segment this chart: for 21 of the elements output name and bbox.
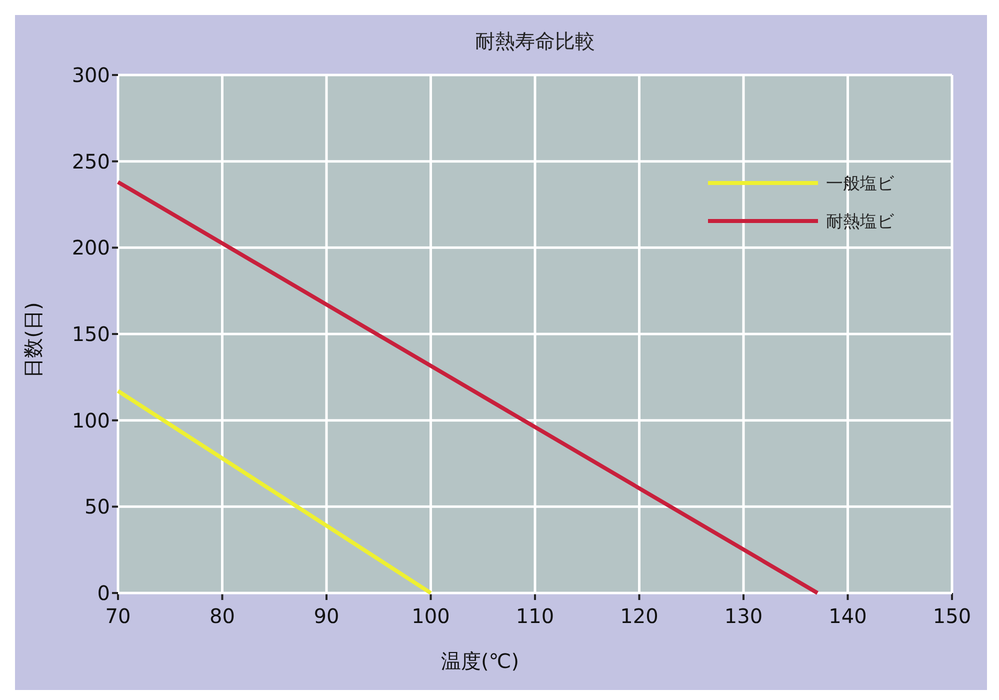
y-tick-label: 100 bbox=[72, 408, 110, 432]
text: 一般塩ビ bbox=[826, 174, 895, 194]
x-tick-label: 140 bbox=[828, 604, 867, 628]
x-tick-label: 150 bbox=[932, 604, 972, 628]
y-axis-title: 日数(日) bbox=[21, 302, 45, 378]
x-tick-label: 80 bbox=[210, 604, 235, 628]
x-tick-label: 130 bbox=[724, 604, 763, 628]
x-tick-label: 70 bbox=[105, 604, 131, 628]
y-tick-label: 50 bbox=[84, 494, 110, 519]
x-axis-title: 温度(℃) bbox=[440, 649, 520, 673]
y-tick-label: 0 bbox=[97, 581, 110, 605]
chart-title: 耐熱寿命比較 bbox=[475, 29, 595, 53]
x-tick-label: 90 bbox=[314, 604, 340, 628]
y-tick-label: 150 bbox=[72, 322, 110, 346]
y-tick-label: 250 bbox=[72, 149, 110, 174]
text: 耐熱塩ビ bbox=[826, 212, 895, 232]
y-tick-label: 200 bbox=[72, 236, 110, 260]
y-tick-label: 300 bbox=[72, 63, 110, 87]
x-tick-label: 120 bbox=[620, 604, 658, 628]
x-tick-label: 100 bbox=[412, 604, 450, 628]
x-tick-label: 110 bbox=[516, 604, 554, 628]
